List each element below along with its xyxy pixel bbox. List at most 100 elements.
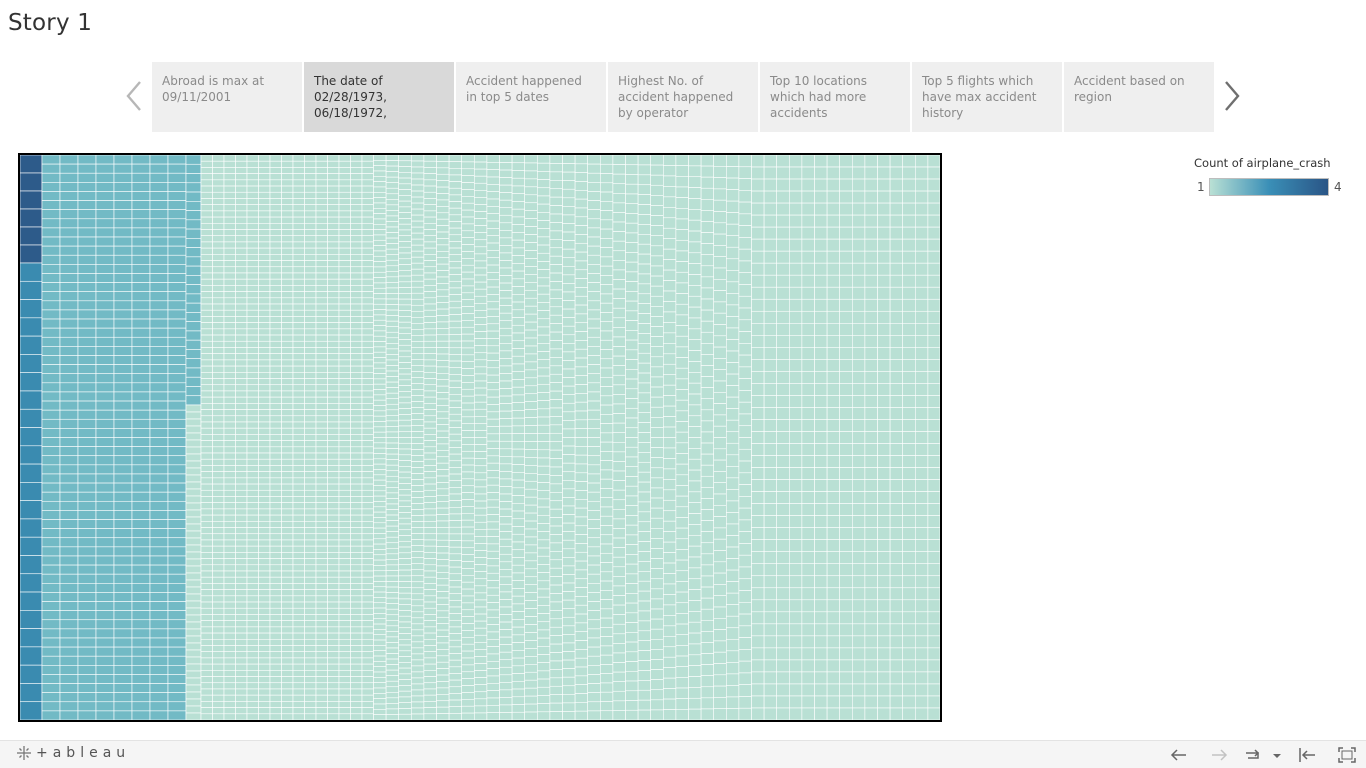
treemap-cell-value-1[interactable]: [788, 587, 803, 601]
treemap-cell-value-1[interactable]: [927, 298, 940, 312]
treemap-cell-value-2[interactable]: [59, 692, 79, 703]
treemap-cell-value-1[interactable]: [350, 514, 363, 522]
treemap-cell-value-1[interactable]: [473, 274, 488, 283]
treemap-cell-value-2[interactable]: [113, 254, 133, 265]
treemap-cell-value-1[interactable]: [851, 635, 866, 649]
treemap-cell-value-1[interactable]: [212, 483, 225, 491]
treemap-cell-value-1[interactable]: [398, 431, 412, 438]
treemap-cell-value-2[interactable]: [149, 592, 169, 602]
treemap-cell-value-1[interactable]: [599, 617, 614, 628]
treemap-cell-value-1[interactable]: [235, 477, 248, 485]
treemap-cell-value-1[interactable]: [200, 632, 213, 640]
treemap-cell-value-1[interactable]: [738, 578, 752, 591]
treemap-cell-value-1[interactable]: [877, 250, 891, 264]
treemap-cell-value-1[interactable]: [650, 548, 664, 559]
treemap-cell-value-1[interactable]: [315, 353, 328, 361]
treemap-cell-value-1[interactable]: [499, 493, 513, 502]
treemap-cell-value-1[interactable]: [788, 515, 803, 528]
treemap-cell-value-1[interactable]: [776, 527, 790, 540]
treemap-cell-value-1[interactable]: [524, 369, 538, 379]
treemap-cell-value-1[interactable]: [327, 309, 340, 317]
treemap-cell-value-1[interactable]: [864, 359, 878, 372]
treemap-cell-value-1[interactable]: [361, 167, 374, 174]
treemap-cell-value-1[interactable]: [246, 167, 259, 174]
treemap-cell-value-1[interactable]: [258, 378, 271, 386]
treemap-cell-value-1[interactable]: [524, 640, 538, 649]
treemap-cell-value-1[interactable]: [776, 274, 790, 288]
treemap-cell-value-1[interactable]: [889, 623, 903, 637]
treemap-chart[interactable]: [18, 153, 942, 722]
treemap-cell-value-1[interactable]: [499, 531, 513, 540]
treemap-cell-value-1[interactable]: [599, 469, 614, 480]
treemap-cell-value-1[interactable]: [385, 337, 400, 344]
treemap-cell-value-1[interactable]: [511, 680, 526, 690]
treemap-cell-value-1[interactable]: [327, 155, 340, 162]
treemap-cell-value-1[interactable]: [889, 647, 903, 661]
treemap-cell-value-2[interactable]: [77, 455, 97, 466]
treemap-cell-value-1[interactable]: [524, 687, 538, 697]
treemap-cell-value-1[interactable]: [258, 502, 271, 510]
story-point-1[interactable]: Abroad is max at 09/11/2001: [152, 62, 302, 132]
treemap-cell-value-1[interactable]: [650, 437, 664, 448]
treemap-cell-value-1[interactable]: [826, 155, 840, 168]
treemap-cell-value-1[interactable]: [436, 315, 450, 323]
treemap-cell-value-1[interactable]: [223, 260, 236, 268]
treemap-cell-value-1[interactable]: [587, 710, 601, 720]
treemap-cell-value-1[interactable]: [814, 575, 828, 589]
treemap-cell-value-1[interactable]: [549, 357, 563, 367]
treemap-cell-value-2[interactable]: [95, 437, 115, 447]
treemap-cell-value-1[interactable]: [361, 229, 374, 237]
treemap-cell-value-1[interactable]: [688, 676, 702, 688]
treemap-cell-value-1[interactable]: [751, 395, 765, 408]
treemap-cell-value-1[interactable]: [801, 635, 815, 649]
treemap-cell-value-1[interactable]: [361, 340, 374, 348]
treemap-cell-value-1[interactable]: [258, 657, 271, 665]
treemap-cell-value-1[interactable]: [338, 260, 351, 268]
treemap-cell-value-2[interactable]: [113, 291, 133, 302]
treemap-cell-value-1[interactable]: [889, 587, 903, 601]
treemap-cell-value-1[interactable]: [361, 421, 374, 429]
treemap-cell-value-1[interactable]: [385, 187, 400, 195]
treemap-cell-value-2[interactable]: [167, 637, 187, 648]
treemap-cell-value-1[interactable]: [599, 228, 614, 239]
treemap-cell-value-1[interactable]: [410, 155, 425, 162]
treemap-cell-value-1[interactable]: [223, 421, 236, 429]
treemap-cell-value-1[interactable]: [473, 486, 488, 495]
treemap-cell-value-2[interactable]: [77, 291, 97, 302]
treemap-cell-value-1[interactable]: [763, 647, 777, 661]
treemap-cell-value-1[interactable]: [902, 166, 916, 180]
treemap-cell-value-1[interactable]: [373, 661, 387, 667]
treemap-cell-value-1[interactable]: [258, 682, 271, 690]
treemap-cell-value-1[interactable]: [612, 422, 626, 434]
treemap-cell-value-2[interactable]: [131, 537, 151, 548]
treemap-cell-value-1[interactable]: [410, 395, 425, 402]
treemap-cell-value-1[interactable]: [776, 467, 790, 480]
treemap-cell-value-2[interactable]: [59, 172, 79, 183]
treemap-cell-value-1[interactable]: [398, 419, 412, 427]
treemap-cell-value-1[interactable]: [246, 384, 259, 392]
treemap-cell-value-1[interactable]: [448, 473, 463, 482]
treemap-cell-value-1[interactable]: [562, 360, 576, 370]
treemap-cell-value-1[interactable]: [269, 390, 282, 398]
treemap-cell-value-1[interactable]: [499, 666, 513, 676]
treemap-cell-value-2[interactable]: [113, 455, 133, 466]
treemap-cell-value-1[interactable]: [373, 458, 387, 465]
treemap-cell-value-1[interactable]: [200, 316, 213, 323]
treemap-cell-value-1[interactable]: [536, 678, 551, 688]
treemap-cell-value-2[interactable]: [131, 355, 151, 365]
treemap-cell-value-1[interactable]: [398, 517, 412, 525]
treemap-cell-value-2[interactable]: [149, 583, 169, 593]
treemap-cell-value-1[interactable]: [839, 671, 853, 685]
treemap-cell-value-1[interactable]: [269, 545, 282, 553]
treemap-cell-value-1[interactable]: [281, 583, 294, 590]
treemap-cell-value-3[interactable]: [20, 683, 43, 703]
treemap-cell-value-1[interactable]: [423, 477, 437, 485]
treemap-cell-value-1[interactable]: [398, 644, 412, 652]
treemap-cell-value-2[interactable]: [41, 409, 61, 420]
treemap-cell-value-1[interactable]: [826, 419, 840, 432]
treemap-cell-value-1[interactable]: [461, 313, 475, 321]
treemap-cell-value-1[interactable]: [511, 549, 526, 558]
treemap-cell-value-1[interactable]: [361, 235, 374, 243]
treemap-cell-value-1[interactable]: [304, 347, 317, 354]
treemap-cell-value-1[interactable]: [688, 611, 702, 623]
